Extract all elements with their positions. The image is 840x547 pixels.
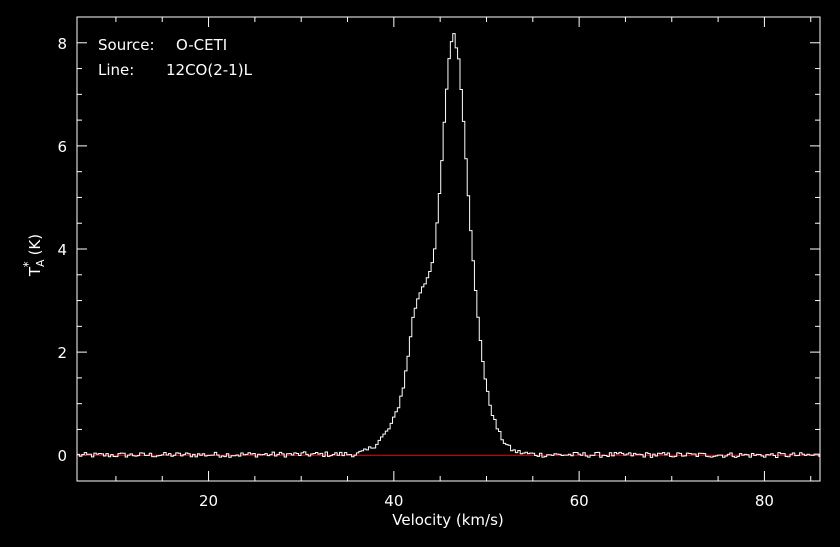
y-axis-label: TA* (K)	[21, 234, 47, 277]
line-key: Line:	[98, 61, 134, 79]
y-tick-label: 0	[57, 447, 67, 465]
source-value: O-CETI	[176, 36, 227, 54]
y-tick-label: 8	[57, 35, 67, 53]
y-tick-label: 4	[57, 241, 67, 259]
y-axis-label-unit: (K)	[26, 234, 44, 256]
x-tick-label: 20	[199, 492, 218, 510]
y-tick-label: 2	[57, 344, 67, 362]
y-axis-label-text: TA* (K)	[21, 234, 47, 277]
y-tick-label: 6	[57, 138, 67, 156]
x-tick-label: 80	[755, 492, 774, 510]
y-axis-label-base: T	[26, 266, 44, 277]
spectrum-series-line	[77, 33, 820, 458]
x-axis-label: Velocity (km/s)	[392, 511, 503, 529]
x-tick-label: 40	[384, 492, 403, 510]
y-axis-label-sub: A	[34, 259, 47, 267]
line-value: 12CO(2-1)L	[166, 61, 253, 79]
y-axis-label-sup: *	[21, 261, 35, 267]
source-key: Source:	[98, 36, 155, 54]
x-tick-label: 60	[570, 492, 589, 510]
plot-frame	[76, 16, 821, 482]
